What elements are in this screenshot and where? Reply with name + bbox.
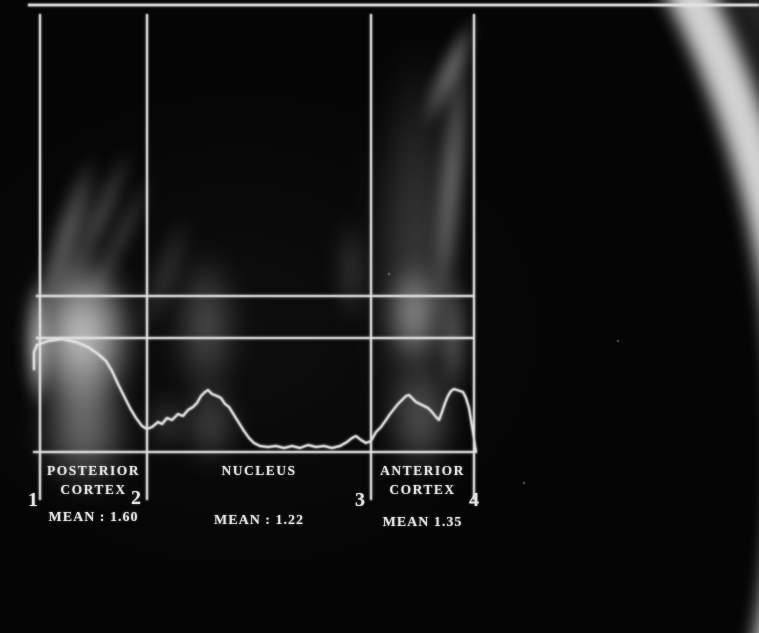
region-label-line1: ANTERIOR (380, 463, 465, 478)
region-label-line1: NUCLEUS (221, 463, 297, 478)
marker-1: 1 (28, 489, 38, 511)
marker-3: 3 (355, 489, 365, 511)
marker-2: 2 (131, 487, 141, 509)
mean-value-posterior-cortex: MEAN : 1.60 (48, 510, 139, 525)
mean-value-nucleus: MEAN : 1.22 (214, 513, 304, 528)
region-label-line2: CORTEX (389, 482, 456, 497)
film-speck (523, 482, 525, 484)
region-label-posterior-cortex: POSTERIOR CORTEX (40, 461, 147, 499)
region-label-anterior-cortex: ANTERIOR CORTEX (371, 461, 474, 499)
mean-value-anterior-cortex: MEAN 1.35 (382, 515, 463, 530)
film-speck (388, 273, 390, 275)
film-speck (617, 340, 619, 342)
region-label-line2: CORTEX (60, 482, 127, 497)
region-label-nucleus: NUCLEUS (147, 461, 371, 480)
marker-4: 4 (469, 489, 479, 511)
region-label-line1: POSTERIOR (46, 463, 141, 478)
densitometry-trace (32, 337, 478, 453)
